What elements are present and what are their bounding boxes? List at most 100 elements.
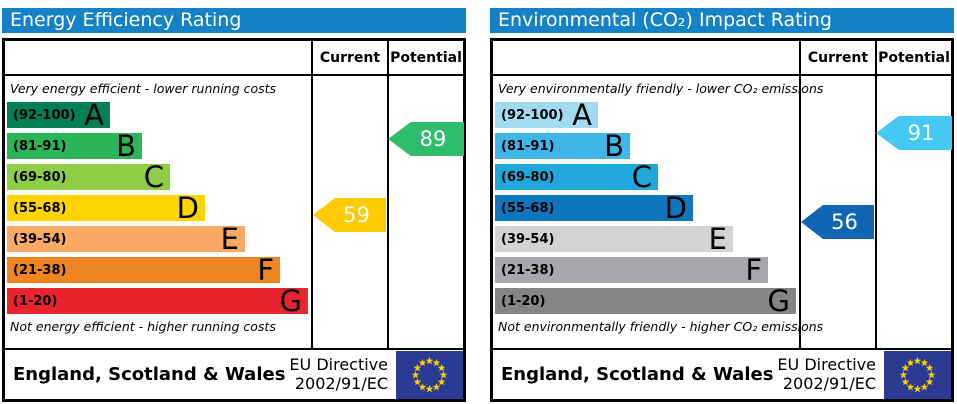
band-c: (69-80) C: [7, 160, 170, 194]
potential-rating-arrow: 91: [876, 116, 952, 150]
band-range-label: (69-80): [501, 169, 555, 185]
band-range-label: (81-91): [501, 138, 555, 154]
band-f: (21-38) F: [7, 256, 280, 285]
band-row: (55-68) D: [7, 191, 308, 225]
potential-column-header: Potential: [390, 49, 462, 66]
band-letter: G: [279, 284, 302, 318]
eu-directive-line1: EU Directive: [777, 354, 876, 374]
band-range-label: (21-38): [501, 262, 555, 278]
band-range-label: (39-54): [501, 231, 555, 247]
eu-directive-line1: EU Directive: [289, 354, 388, 374]
band-range-label: (92-100): [13, 107, 76, 123]
environmental-rating-table: Current Potential Very environmentally f…: [490, 38, 954, 402]
band-range-label: (81-91): [13, 138, 67, 154]
band-letter: B: [116, 129, 136, 163]
band-letter: E: [708, 222, 727, 256]
band-d: (55-68) D: [7, 191, 205, 225]
bottom-note: Not environmentally friendly - higher CO…: [498, 319, 824, 334]
band-row: (81-91) B: [7, 129, 308, 163]
band-b: (81-91) B: [495, 129, 630, 163]
band-d: (55-68) D: [495, 191, 693, 225]
band-g: (1-20) G: [495, 284, 796, 318]
table-header-row: Current Potential: [493, 41, 951, 76]
band-b: (81-91) B: [7, 129, 142, 163]
band-letter: C: [631, 160, 652, 194]
panel-title: Energy Efficiency Rating: [10, 9, 242, 31]
band-letter: B: [604, 129, 624, 163]
table-footer: England, Scotland & Wales EU Directive 2…: [493, 348, 951, 399]
eu-directive-line2: 2002/91/EC: [294, 373, 388, 393]
band-row: (21-38) F: [495, 253, 796, 287]
potential-rating-arrow: 89: [388, 122, 464, 156]
band-a: (92-100) A: [495, 98, 598, 132]
band-row: (81-91) B: [495, 129, 796, 163]
potential-column-header: Potential: [878, 49, 950, 66]
band-range-label: (55-68): [501, 200, 555, 216]
band-row: (1-20) G: [7, 284, 308, 318]
column-divider: [799, 41, 801, 348]
band-range-label: (1-20): [13, 293, 58, 309]
band-range-label: (1-20): [501, 293, 546, 309]
current-column-header: Current: [807, 49, 869, 66]
region-label: England, Scotland & Wales: [13, 364, 286, 385]
band-f: (21-38) F: [495, 253, 768, 287]
rating-scale-area: Very energy efficient - lower running co…: [5, 76, 464, 348]
band-letter: A: [572, 98, 592, 132]
bottom-note: Not energy efficient - higher running co…: [10, 319, 276, 334]
band-row: (21-38) F: [7, 256, 308, 285]
band-c: (69-80) C: [495, 160, 658, 194]
current-rating-value: 56: [831, 210, 858, 234]
table-header-row: Current Potential: [5, 41, 463, 76]
potential-rating-value: 89: [419, 127, 447, 151]
region-label: England, Scotland & Wales: [501, 364, 774, 385]
band-row: (69-80) C: [495, 160, 796, 194]
band-range-label: (69-80): [13, 169, 67, 185]
potential-rating-value: 91: [907, 121, 935, 145]
current-rating-arrow: 56: [801, 205, 874, 239]
environmental-impact-panel: Environmental (CO₂) Impact Rating Curren…: [490, 0, 954, 404]
band-letter: F: [745, 253, 762, 287]
band-a: (92-100) A: [7, 98, 110, 132]
energy-rating-table: Current Potential Very energy efficient …: [2, 38, 466, 402]
band-range-label: (55-68): [13, 200, 67, 216]
band-letter: G: [767, 284, 790, 318]
current-column-header: Current: [319, 49, 381, 66]
rating-bands: (92-100) A (81-91) B (69-80) C: [495, 98, 796, 319]
band-g: (1-20) G: [7, 284, 308, 318]
energy-title-bar: Energy Efficiency Rating: [2, 8, 466, 33]
column-divider: [311, 41, 313, 348]
band-letter: D: [664, 191, 687, 225]
eu-directive-label: EU Directive 2002/91/EC: [289, 354, 388, 394]
column-divider: [387, 41, 389, 348]
current-rating-value: 59: [343, 203, 370, 227]
eu-flag-icon: [396, 350, 463, 399]
band-row: (69-80) C: [7, 160, 308, 194]
rating-scale-area: Very environmentally friendly - lower CO…: [493, 76, 952, 348]
band-e: (39-54) E: [7, 222, 245, 256]
band-row: (92-100) A: [7, 98, 308, 132]
panel-title: Environmental (CO₂) Impact Rating: [498, 9, 832, 31]
band-row: (1-20) G: [495, 284, 796, 318]
band-row: (92-100) A: [495, 98, 796, 132]
band-e: (39-54) E: [495, 222, 733, 256]
top-note: Very energy efficient - lower running co…: [10, 81, 277, 96]
band-range-label: (39-54): [13, 231, 67, 247]
band-letter: C: [143, 160, 164, 194]
table-footer: England, Scotland & Wales EU Directive 2…: [5, 348, 463, 399]
eu-directive-line2: 2002/91/EC: [782, 373, 876, 393]
eu-flag-icon: [884, 350, 951, 399]
eu-directive-label: EU Directive 2002/91/EC: [777, 354, 876, 394]
top-note: Very environmentally friendly - lower CO…: [498, 81, 824, 96]
band-range-label: (92-100): [501, 107, 564, 123]
current-rating-arrow: 59: [313, 198, 386, 232]
band-letter: D: [176, 191, 199, 225]
band-letter: A: [84, 98, 104, 132]
band-row: (39-54) E: [495, 222, 796, 256]
environmental-title-bar: Environmental (CO₂) Impact Rating: [490, 8, 954, 33]
rating-bands: (92-100) A (81-91) B (69-80) C: [7, 98, 308, 319]
column-divider: [875, 41, 877, 348]
band-range-label: (21-38): [13, 262, 67, 278]
energy-efficiency-panel: Energy Efficiency Rating Current Potenti…: [2, 0, 466, 404]
band-row: (55-68) D: [495, 191, 796, 225]
band-letter: E: [220, 222, 239, 256]
